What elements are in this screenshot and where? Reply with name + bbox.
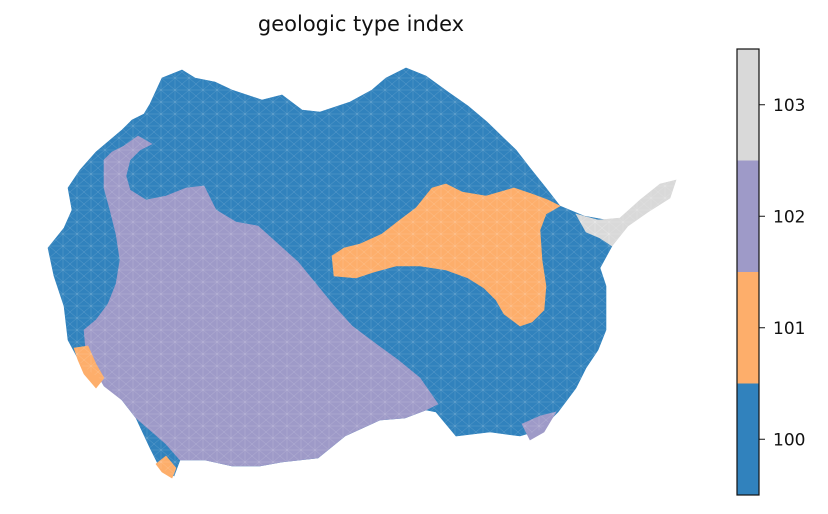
colorbar-swatch-102 — [737, 160, 759, 272]
colorbar-tick-label: 100 — [773, 430, 805, 450]
map-title: geologic type index — [257, 12, 465, 36]
colorbar-swatch-101 — [737, 272, 759, 384]
colorbar-swatch-100 — [737, 383, 759, 495]
colorbar-frame — [736, 48, 760, 496]
colorbar-swatch-103 — [737, 49, 759, 161]
geologic-map — [47, 67, 677, 479]
colorbar-tick-label: 101 — [773, 319, 805, 339]
colorbar-tick-label: 102 — [773, 207, 805, 227]
colorbar-tick-label: 103 — [773, 96, 805, 116]
